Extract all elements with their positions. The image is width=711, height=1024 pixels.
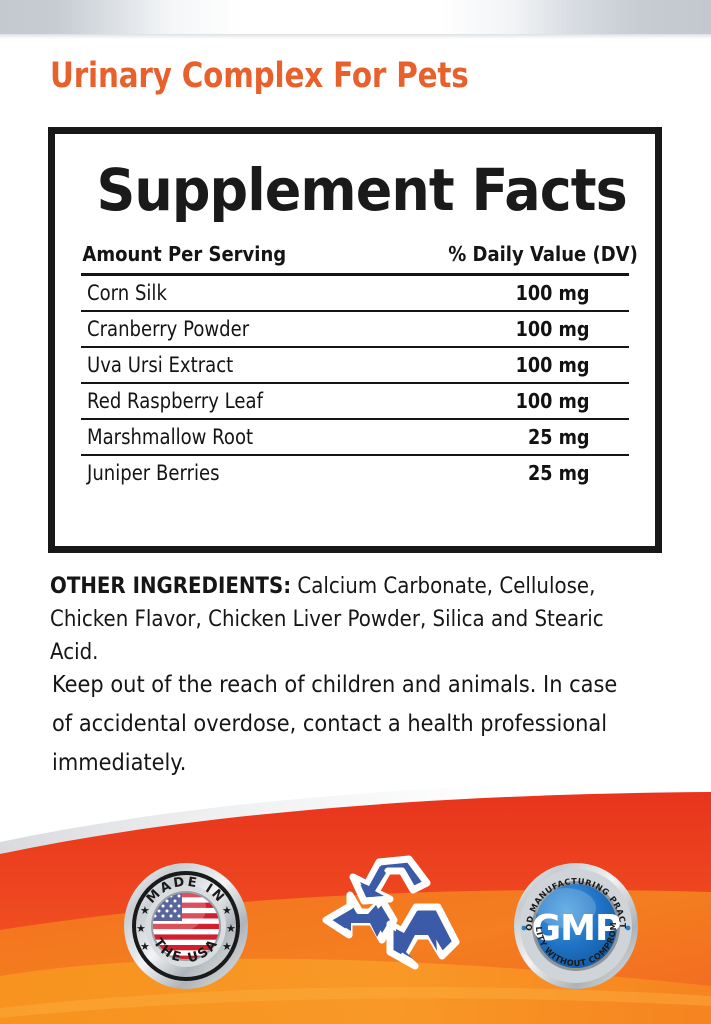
- svg-text:★: ★: [140, 940, 150, 953]
- ingredient-amount: 25 mg: [528, 461, 590, 485]
- wave-sliver: [0, 780, 711, 856]
- gmp-badge: GMP GOOD MANUFACTURING PRACTICE QUALITY …: [508, 854, 640, 995]
- supplement-facts-panel: Supplement Facts Amount Per Serving % Da…: [48, 127, 662, 553]
- other-ingredients-label: OTHER INGREDIENTS:: [50, 574, 292, 599]
- made-in-usa-badge: ★ ★ ★ ★ ★ ★ MADE IN THE USA: [122, 862, 250, 995]
- supplement-facts-rows: Corn Silk 100 mg Cranberry Powder 100 mg Uva…: [77, 276, 633, 490]
- table-row: Uva Ursi Extract 100 mg: [81, 348, 629, 384]
- top-gradient-strip: [0, 0, 711, 34]
- ingredient-name: Marshmallow Root: [87, 425, 254, 449]
- recycle-icon: [322, 855, 460, 970]
- other-ingredients-block: OTHER INGREDIENTS: Calcium Carbonate, Ce…: [50, 570, 610, 669]
- wave-highlight: [0, 986, 711, 1018]
- gmp-badge-side-dots: [521, 925, 631, 931]
- ingredient-amount: 100 mg: [515, 389, 590, 413]
- page-title: Urinary Complex For Pets: [50, 56, 469, 96]
- ingredient-amount: 100 mg: [515, 317, 590, 341]
- usa-badge-stars: ★ ★ ★ ★ ★ ★: [136, 904, 236, 953]
- gmp-badge-face: [535, 884, 617, 968]
- ingredient-name: Red Raspberry Leaf: [87, 389, 263, 413]
- table-row: Red Raspberry Leaf 100 mg: [81, 384, 629, 420]
- supplement-facts-heading: Supplement Facts: [96, 156, 627, 224]
- us-flag-icon: [152, 892, 220, 960]
- svg-text:★: ★: [226, 922, 236, 935]
- ingredient-name: Uva Ursi Extract: [87, 353, 234, 377]
- other-ingredients-text: Calcium Carbonate, Cellulose, Chicken Fl…: [50, 574, 604, 665]
- ingredient-amount: 25 mg: [528, 425, 590, 449]
- table-row: Corn Silk 100 mg: [81, 276, 629, 312]
- table-row: Cranberry Powder 100 mg: [81, 312, 629, 348]
- header-divider-rule: [81, 273, 629, 276]
- ingredient-amount: 100 mg: [515, 353, 590, 377]
- ingredient-name: Corn Silk: [87, 281, 167, 305]
- gmp-badge-gloss: [536, 888, 596, 928]
- amount-per-serving-header: Amount Per Serving: [82, 242, 287, 266]
- daily-value-header: % Daily Value (DV): [448, 242, 638, 266]
- svg-text:★: ★: [136, 922, 146, 935]
- svg-text:★: ★: [222, 940, 232, 953]
- top-strip-shadow: [0, 34, 711, 39]
- gmp-badge-center-text: GMP: [532, 908, 621, 949]
- supplement-facts-inner: Supplement Facts Amount Per Serving % Da…: [55, 134, 655, 546]
- svg-text:★: ★: [222, 904, 232, 917]
- facts-column-headers: Amount Per Serving % Daily Value (DV): [77, 242, 643, 273]
- ingredient-name: Juniper Berries: [87, 461, 220, 485]
- table-row: Marshmallow Root 25 mg: [81, 420, 629, 456]
- svg-text:★: ★: [140, 904, 150, 917]
- ingredient-amount: 100 mg: [515, 281, 590, 305]
- ingredient-name: Cranberry Powder: [87, 317, 250, 341]
- table-row: Juniper Berries 25 mg: [81, 456, 629, 490]
- recycle-badge: [320, 852, 460, 1005]
- warning-text: Keep out of the reach of children and an…: [52, 672, 618, 776]
